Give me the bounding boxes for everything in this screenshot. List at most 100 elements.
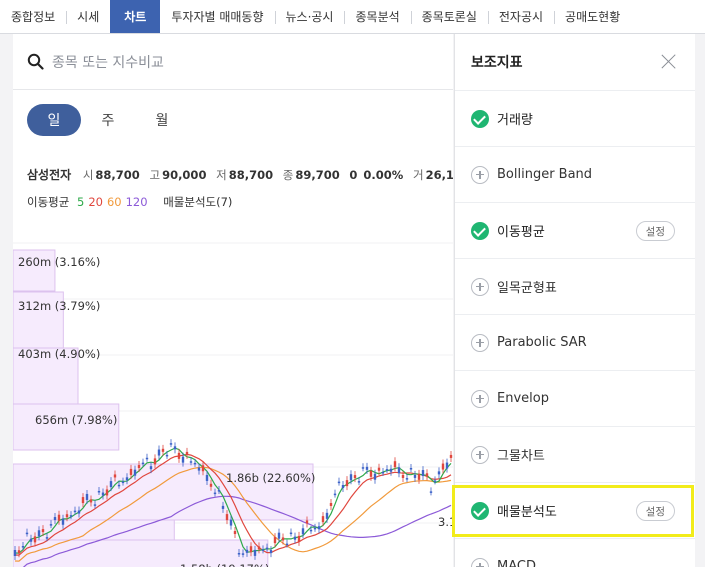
indicator-item[interactable]: MACD bbox=[455, 538, 695, 567]
volume-profile-legend: 매물분석도(7) bbox=[163, 195, 233, 209]
ma120-line bbox=[22, 495, 452, 567]
candle-body bbox=[205, 474, 209, 481]
candle-body bbox=[57, 514, 61, 521]
candle-body bbox=[153, 458, 157, 465]
check-circle-icon[interactable] bbox=[471, 221, 489, 240]
candle-body bbox=[233, 531, 237, 535]
plus-circle-icon[interactable] bbox=[471, 277, 489, 296]
search-placeholder: 종목 또는 지수비교 bbox=[52, 54, 164, 71]
tab-chart[interactable]: 차트 bbox=[110, 0, 161, 33]
candle-body bbox=[413, 474, 417, 478]
candle-body bbox=[149, 466, 153, 470]
candle-body bbox=[357, 481, 361, 483]
candle-body bbox=[93, 504, 97, 506]
indicator-item[interactable]: 매물분석도 설정 bbox=[455, 482, 695, 538]
period-daily-button[interactable]: 일 bbox=[27, 104, 81, 136]
candle-body bbox=[321, 516, 325, 523]
candle-body bbox=[381, 471, 385, 474]
indicator-item[interactable]: Parabolic SAR bbox=[455, 314, 695, 370]
candle-body bbox=[389, 468, 393, 472]
candle-body bbox=[237, 552, 241, 555]
indicator-label: Envelop bbox=[497, 391, 549, 406]
candle-body bbox=[345, 480, 349, 487]
tab-news[interactable]: 뉴스·공시 bbox=[274, 0, 345, 33]
open-value: 88,700 bbox=[95, 168, 140, 182]
plus-circle-icon[interactable] bbox=[471, 333, 489, 352]
candle-body bbox=[429, 491, 433, 493]
tab-summary[interactable]: 종합정보 bbox=[0, 0, 66, 33]
volume-profile-bar bbox=[13, 249, 56, 292]
candle-body bbox=[141, 462, 145, 465]
indicator-item[interactable]: Bollinger Band bbox=[455, 146, 695, 202]
plus-circle-icon[interactable] bbox=[471, 445, 489, 464]
plus-circle-icon[interactable] bbox=[471, 389, 489, 408]
high-label: 고 bbox=[149, 168, 161, 182]
tab-analysis[interactable]: 종목분석 bbox=[344, 0, 410, 33]
candle-body bbox=[349, 474, 353, 481]
candle-body bbox=[145, 457, 149, 460]
tab-label: 종목토론실 bbox=[421, 10, 477, 24]
candle-body bbox=[169, 443, 173, 445]
tab-label: 종목분석 bbox=[355, 10, 400, 24]
tab-discussion[interactable]: 종목토론실 bbox=[410, 0, 488, 33]
candle-body bbox=[137, 465, 141, 469]
volume-profile-bar bbox=[13, 347, 79, 405]
candle-body bbox=[193, 462, 197, 465]
top-tab-bar: 종합정보 시세 차트 투자자별 매매동향 뉴스·공시 종목분석 종목토론실 전자… bbox=[0, 0, 705, 34]
close-icon[interactable] bbox=[659, 52, 679, 72]
tab-price[interactable]: 시세 bbox=[66, 0, 110, 33]
candle-body bbox=[249, 546, 253, 553]
candle-body bbox=[101, 492, 105, 496]
compare-search[interactable]: 종목 또는 지수비교 bbox=[13, 34, 453, 90]
indicator-settings-button[interactable]: 설정 bbox=[635, 501, 675, 521]
plus-circle-icon[interactable] bbox=[471, 165, 489, 184]
candle-body bbox=[433, 480, 437, 482]
indicator-item[interactable]: 그물차트 bbox=[455, 426, 695, 482]
search-icon bbox=[27, 53, 44, 70]
period-weekly-button[interactable]: 주 bbox=[101, 113, 115, 129]
volume-profile-label: 656m (7.98%) bbox=[35, 413, 117, 427]
candle-body bbox=[177, 452, 181, 459]
candle-body bbox=[257, 546, 261, 550]
candle-body bbox=[317, 526, 321, 530]
candle-body bbox=[313, 527, 317, 530]
tab-disclosure[interactable]: 전자공시 bbox=[487, 0, 554, 33]
candle-body bbox=[269, 550, 273, 554]
indicator-item[interactable]: 이동평균 설정 bbox=[455, 202, 695, 258]
candle-body bbox=[385, 469, 389, 471]
plus-circle-icon[interactable] bbox=[471, 557, 489, 567]
volume-profile-bar bbox=[13, 403, 120, 451]
indicator-label: MACD bbox=[497, 559, 536, 567]
candle-body bbox=[61, 518, 65, 525]
candle-body bbox=[117, 484, 121, 487]
low-value: 88,700 bbox=[228, 168, 274, 182]
candle-body bbox=[49, 524, 53, 526]
period-monthly-button[interactable]: 월 bbox=[155, 113, 169, 129]
check-circle-icon[interactable] bbox=[471, 109, 489, 128]
indicator-settings-button[interactable]: 설정 bbox=[635, 221, 675, 241]
candle-body bbox=[277, 532, 281, 539]
candle-body bbox=[161, 448, 165, 452]
price-chart[interactable]: 260m (3.16%) 312m (3.79%) 403m (4.90%) 656m… bbox=[13, 220, 453, 567]
candle-body bbox=[241, 553, 245, 555]
tab-short-selling[interactable]: 공매도현황 bbox=[554, 0, 631, 33]
candle-body bbox=[73, 510, 77, 513]
check-circle-icon[interactable] bbox=[471, 501, 489, 520]
candle-body bbox=[29, 538, 33, 542]
tab-label: 차트 bbox=[124, 10, 147, 24]
candle-body bbox=[65, 514, 69, 518]
change-percent: 0.00% bbox=[363, 168, 404, 182]
candle-body bbox=[157, 449, 161, 456]
candle-body bbox=[165, 454, 169, 457]
candle-body bbox=[333, 493, 337, 496]
candle-body bbox=[305, 520, 309, 524]
indicator-legend: 이동평균 5 20 60 120 매물분석도(7) bbox=[27, 194, 236, 210]
indicator-item[interactable]: 거래량 bbox=[455, 90, 695, 146]
indicator-item[interactable]: 일목균형표 bbox=[455, 258, 695, 314]
tab-investor-trend[interactable]: 투자자별 매매동향 bbox=[160, 0, 274, 33]
high-value: 90,000 bbox=[162, 168, 207, 182]
candle-body bbox=[113, 474, 117, 478]
close-value: 89,700 bbox=[295, 168, 340, 182]
indicator-item[interactable]: Envelop bbox=[455, 370, 695, 426]
